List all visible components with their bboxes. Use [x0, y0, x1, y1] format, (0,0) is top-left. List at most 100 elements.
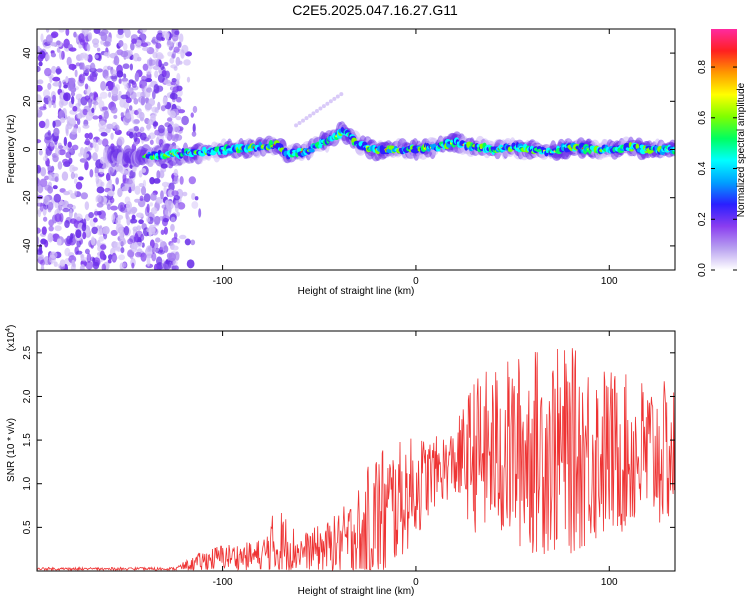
noise-blob — [116, 70, 124, 78]
y-tick-label: 2.5 — [22, 345, 33, 359]
y-tick-label: 20 — [22, 95, 33, 107]
noise-blob — [134, 72, 140, 82]
noise-blob — [146, 256, 151, 267]
noise-blob — [117, 136, 125, 146]
noise-blob — [84, 248, 90, 255]
snr-multiplier: (x104) — [5, 325, 17, 352]
noise-blob — [117, 187, 123, 198]
chart-title: C2E5.2025.047.16.27.G11 — [292, 2, 458, 18]
noise-blob — [125, 179, 134, 185]
streak-blob — [321, 104, 326, 109]
noise-blob — [142, 63, 149, 71]
noise-blob — [157, 249, 165, 255]
snr-ylabel: SNR (10 * v/v) — [6, 418, 17, 482]
streak-blob — [294, 123, 299, 128]
noise-blob — [139, 195, 144, 202]
colorbar: 0.0 0.2 0.4 0.6 0.8 Normalized spectral ampl… — [697, 29, 747, 277]
noise-blob — [135, 241, 143, 248]
spectrogram-ylabel: Frequency (Hz) — [6, 115, 17, 184]
noise-blob — [118, 254, 126, 261]
noise-blob — [98, 120, 107, 130]
noise-blob — [113, 241, 121, 252]
noise-blob — [37, 209, 42, 215]
noise-blob — [152, 121, 159, 127]
noise-blob — [80, 62, 85, 70]
noise-blob — [97, 52, 102, 62]
noise-blob — [108, 254, 113, 260]
noise-blob — [145, 124, 152, 130]
noise-blob — [149, 139, 154, 145]
noise-blob — [128, 131, 134, 139]
noise-blob — [110, 106, 118, 114]
noise-blob — [83, 53, 89, 61]
noise-blob — [45, 34, 53, 45]
noise-blob — [156, 170, 161, 180]
noise-blob — [61, 50, 66, 60]
noise-blob — [41, 226, 47, 235]
noise-blob — [53, 261, 58, 267]
noise-blob — [163, 260, 171, 270]
streak-blob — [318, 106, 323, 111]
noise-blob — [135, 91, 143, 98]
noise-blob — [127, 50, 133, 57]
noise-blob — [93, 210, 99, 216]
noise-blob — [184, 238, 191, 246]
noise-blob — [138, 170, 143, 178]
noise-blob — [154, 107, 159, 114]
noise-blob — [131, 38, 138, 45]
noise-blob — [79, 264, 86, 270]
noise-blob — [58, 149, 66, 156]
noise-blob — [68, 208, 73, 219]
noise-blob — [37, 227, 41, 234]
noise-blob — [70, 95, 75, 105]
noise-blob — [132, 226, 138, 232]
noise-blob — [57, 161, 63, 170]
colorbar-tick-label: 0.8 — [697, 60, 708, 74]
noise-blob — [161, 181, 170, 188]
noise-blob — [151, 252, 157, 262]
noise-blob — [167, 51, 173, 57]
noise-blob — [48, 172, 56, 181]
noise-blob — [96, 68, 104, 73]
noise-blob — [128, 79, 134, 84]
x-tick-label: 0 — [413, 276, 419, 287]
noise-blob — [100, 81, 107, 91]
noise-blob — [145, 216, 151, 223]
noise-blob — [148, 57, 153, 67]
noise-blob — [163, 61, 169, 67]
noise-blob — [176, 238, 181, 244]
noise-blob — [173, 168, 179, 178]
noise-blob — [160, 190, 164, 200]
noise-blob — [113, 55, 120, 66]
noise-blob — [128, 105, 133, 111]
noise-blob — [48, 225, 54, 232]
noise-blob — [102, 225, 110, 235]
noise-blob — [172, 86, 179, 93]
noise-blob — [94, 54, 99, 59]
noise-blob — [106, 179, 113, 190]
noise-blob — [97, 138, 103, 146]
noise-blob — [177, 41, 182, 48]
noise-blob — [64, 219, 70, 229]
noise-blob — [92, 138, 97, 149]
noise-blob — [74, 190, 78, 197]
noise-blob — [162, 218, 169, 223]
noise-blob — [65, 75, 69, 84]
noise-blob — [109, 197, 115, 204]
noise-blob — [110, 229, 118, 237]
noise-blob — [129, 63, 134, 71]
noise-blob — [58, 29, 65, 33]
noise-blob — [186, 76, 191, 83]
noise-blob — [175, 56, 181, 66]
noise-blob — [181, 115, 189, 126]
noise-blob — [38, 120, 46, 129]
noise-blob — [177, 202, 186, 210]
noise-blob — [37, 94, 42, 105]
noise-blob — [190, 112, 194, 118]
noise-blob — [73, 178, 78, 185]
y-tick-label: 40 — [22, 47, 33, 59]
noise-blob — [77, 98, 82, 107]
noise-blob — [52, 76, 61, 82]
noise-blob — [47, 206, 52, 213]
noise-blob — [40, 33, 44, 43]
